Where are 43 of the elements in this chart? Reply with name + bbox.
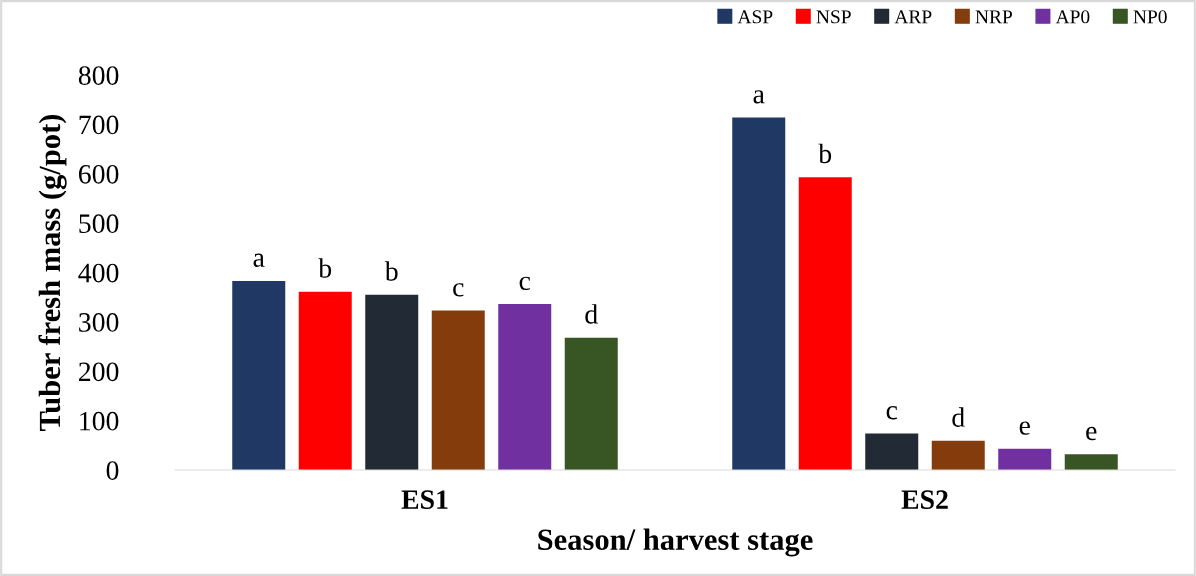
bar (998, 448, 1052, 470)
data-label: c (453, 283, 464, 297)
y-tick-label: 100 (80, 411, 119, 431)
y-tick-label: 300 (79, 313, 119, 332)
bar (498, 304, 552, 470)
data-label: d (585, 304, 598, 324)
legend-label: ARP (894, 10, 932, 24)
bar (798, 177, 852, 470)
bar (931, 440, 985, 470)
data-label: a (753, 90, 765, 104)
bar (1064, 454, 1118, 470)
x-tick-label: ES2 (901, 490, 948, 509)
legend-label: ASP (737, 10, 773, 24)
bar (732, 117, 786, 470)
y-tick-label: 700 (79, 115, 119, 135)
y-tick-label: 800 (78, 66, 119, 85)
data-label: c (519, 276, 531, 291)
data-label: b (318, 258, 332, 278)
y-tick-label: 200 (79, 362, 119, 382)
legend-label: NP0 (1133, 10, 1167, 24)
y-axis-title: Tuber fresh mass (g/pot) (38, 114, 67, 431)
bar (298, 291, 352, 470)
legend-label: NSP (816, 10, 851, 24)
bar (365, 294, 419, 470)
data-label: d (952, 407, 965, 427)
y-tick-label: 400 (78, 263, 119, 283)
y-tick-label: 500 (79, 214, 119, 234)
data-label: a (253, 253, 265, 267)
bar (232, 280, 286, 470)
data-label: b (818, 143, 832, 164)
bar (431, 310, 485, 470)
legend-label: NRP (975, 10, 1013, 24)
bar (564, 337, 618, 470)
bar (865, 433, 919, 470)
data-label: e (1019, 421, 1030, 435)
x-tick-label: ES1 (401, 490, 448, 509)
data-label: e (1086, 426, 1097, 441)
data-label: c (886, 406, 898, 420)
y-tick-label: 600 (78, 164, 119, 184)
x-axis-title: Season/ harvest stage (538, 528, 813, 557)
y-tick-label: 0 (106, 461, 119, 480)
legend-label: AP0 (1055, 10, 1090, 24)
data-label: b (384, 261, 398, 281)
